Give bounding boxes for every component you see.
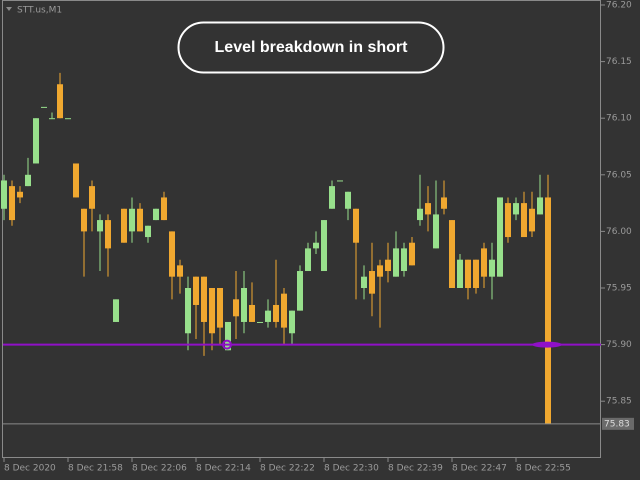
candle-body (281, 293, 287, 328)
y-tick-label: 76.05 (606, 170, 632, 180)
candle-body (377, 265, 383, 277)
annotation: Level breakdown in short (215, 39, 409, 56)
candle-body (201, 276, 207, 322)
candle-body (401, 248, 407, 272)
last-price-label: 75.83 (604, 419, 630, 429)
x-tick-label: 8 Dec 2020 (4, 464, 56, 474)
candle-body (457, 259, 463, 288)
plot-frame (2, 0, 601, 458)
candle-body (425, 203, 431, 215)
y-tick-label: 75.95 (606, 284, 632, 294)
candle-body (49, 118, 55, 120)
candle-body (193, 276, 199, 305)
y-tick-label: 75.90 (606, 340, 632, 350)
candle-body (393, 248, 399, 277)
candle-body (89, 186, 95, 209)
symbol-icon (6, 7, 12, 11)
x-tick-label: 8 Dec 22:22 (260, 464, 315, 474)
candle-body (321, 220, 327, 272)
candle-body (65, 118, 71, 120)
candle-body (241, 288, 247, 322)
y-tick-label: 76.15 (606, 57, 632, 67)
candle-body (385, 259, 391, 272)
candle-body (177, 265, 183, 277)
candle-body (257, 321, 263, 323)
last-price-box (602, 417, 634, 430)
candle-body (81, 208, 87, 232)
candle-body (209, 288, 215, 334)
candle-body (489, 259, 495, 277)
x-tick-label: 8 Dec 22:55 (516, 464, 571, 474)
candle-body (345, 191, 351, 209)
x-tick-label: 8 Dec 22:39 (388, 464, 443, 474)
candle-body (449, 220, 455, 288)
candle-body (185, 288, 191, 334)
x-tick-label: 8 Dec 22:30 (324, 464, 379, 474)
candle-body (529, 208, 535, 232)
candle-body (465, 259, 471, 288)
candle-body (161, 197, 167, 221)
candle-body (57, 84, 63, 119)
candle-body (225, 321, 231, 351)
candle-body (305, 248, 311, 272)
candle-body (113, 299, 119, 322)
plot: 76.20 76.15 76.10 76.05 76.00 75.95 75.90 75.85… (1, 1, 634, 474)
candle-body (97, 220, 103, 232)
candle-body (105, 220, 111, 249)
candle-body (497, 197, 503, 277)
annotation-box (177, 21, 445, 74)
candle-body (129, 208, 135, 232)
candle-body (233, 299, 239, 317)
candle-body (505, 203, 511, 238)
level-marker (222, 339, 232, 350)
candle-body (41, 106, 47, 108)
candle-body (521, 203, 527, 238)
candle-body (513, 203, 519, 215)
x-tick-label: 8 Dec 22:06 (132, 464, 187, 474)
candle-body (153, 208, 159, 221)
candle-body (313, 242, 319, 249)
candle-body (369, 271, 375, 294)
candle-body (137, 208, 143, 232)
candle-body (441, 197, 447, 209)
candle-body (473, 259, 479, 288)
x-tick-label: 8 Dec 21:58 (68, 464, 123, 474)
chart-title: STT.us,M1 (17, 6, 62, 16)
candle-body (297, 271, 303, 311)
candle-body (409, 242, 415, 266)
y-tick-label: 76.00 (606, 227, 632, 237)
candle-body (361, 276, 367, 288)
x-tick-label: 8 Dec 22:14 (196, 464, 251, 474)
candle-body (169, 231, 175, 277)
candle-body (289, 310, 295, 334)
candle-body (145, 225, 151, 238)
y-tick-label: 75.85 (606, 397, 632, 407)
candle-body (353, 208, 359, 243)
candle-body (217, 288, 223, 328)
candle-body (17, 191, 23, 198)
level-marker (532, 341, 562, 348)
candle-body (537, 197, 543, 215)
candle-body (545, 197, 551, 424)
candle-body (481, 248, 487, 277)
candle-body (25, 174, 31, 187)
candle-body (33, 118, 39, 164)
candle-body (121, 208, 127, 243)
y-tick-label: 76.20 (606, 1, 632, 11)
candle-body (9, 186, 15, 221)
candle-body (265, 310, 271, 322)
candle-body (329, 186, 335, 209)
candle-body (433, 214, 439, 249)
y-tick-label: 76.10 (606, 114, 632, 124)
candle-body (1, 180, 7, 209)
candle-body (73, 163, 79, 198)
candle-body (249, 304, 255, 322)
x-tick-label: 8 Dec 22:47 (452, 464, 507, 474)
candle-body (273, 304, 279, 322)
candle-body (337, 180, 343, 182)
candle-body (417, 208, 423, 221)
